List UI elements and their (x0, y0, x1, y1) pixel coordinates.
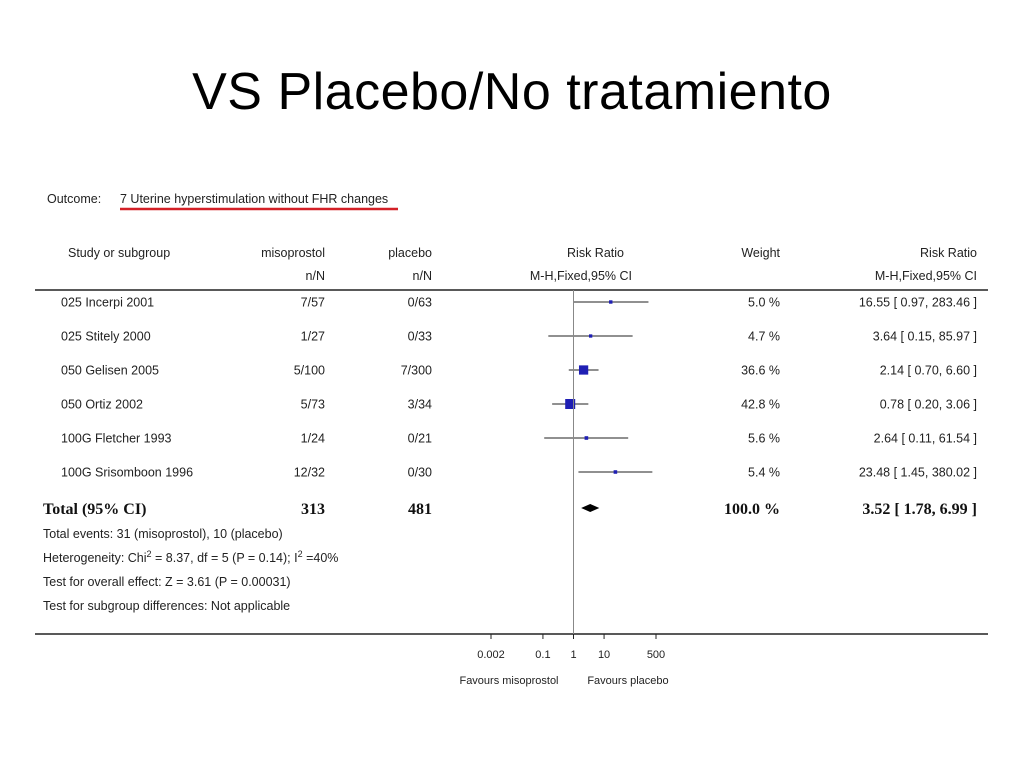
study-row: 100G Fletcher 1993 1/24 0/21 5.6 % 2.64 [ 0.… (61, 432, 977, 446)
study-row: 100G Srisomboon 1996 12/32 0/30 5.4 % 23.48 … (61, 466, 977, 480)
axis-tick-label: 500 (647, 649, 665, 661)
col-rr-text-header: Risk Ratio (920, 246, 977, 260)
col-study-header: Study or subgroup (68, 246, 170, 260)
study-ci-text: 0.78 [ 0.20, 3.06 ] (880, 398, 977, 412)
study-placebo: 3/34 (408, 398, 432, 412)
study-placebo: 0/21 (408, 432, 432, 446)
study-weight: 4.7 % (748, 330, 780, 344)
footnote-subgroup: Test for subgroup differences: Not appli… (43, 599, 290, 613)
col-placebo-subheader: n/N (413, 269, 432, 283)
favours-left-label: Favours misoprostol (459, 675, 558, 687)
study-miso: 1/27 (301, 330, 325, 344)
study-weight: 36.6 % (741, 364, 780, 378)
total-miso: 313 (301, 501, 325, 518)
x-axis: 0.002 0.1 1 10 500 (477, 634, 665, 661)
study-name: 025 Stitely 2000 (61, 330, 151, 344)
total-placebo: 481 (408, 501, 432, 518)
study-weight: 5.0 % (748, 296, 780, 310)
study-placebo: 0/30 (408, 466, 432, 480)
footnote-heterogeneity: Heterogeneity: Chi2 = 8.37, df = 5 (P = … (43, 549, 338, 565)
study-row: 050 Gelisen 2005 5/100 7/300 36.6 % 2.14 [ 0… (61, 364, 977, 378)
col-placebo-header: placebo (388, 246, 432, 260)
col-rr-text-subheader: M-H,Fixed,95% CI (875, 269, 977, 283)
col-rr-plot-subheader: M-H,Fixed,95% CI (530, 269, 632, 283)
study-miso: 12/32 (294, 466, 325, 480)
col-rr-plot-header: Risk Ratio (567, 246, 624, 260)
total-ci-text: 3.52 [ 1.78, 6.99 ] (862, 501, 977, 518)
study-ci-text: 2.14 [ 0.70, 6.60 ] (880, 364, 977, 378)
study-weight: 5.6 % (748, 432, 780, 446)
col-weight-header: Weight (741, 246, 780, 260)
effect-marker (578, 365, 589, 375)
effect-marker (613, 470, 618, 474)
favours-right-label: Favours placebo (587, 675, 668, 687)
study-miso: 5/100 (294, 364, 325, 378)
axis-tick-label: 0.002 (477, 649, 505, 661)
study-weight: 42.8 % (741, 398, 780, 412)
study-ci-text: 23.48 [ 1.45, 380.02 ] (859, 466, 977, 480)
col-miso-header: misoprostol (261, 246, 325, 260)
pooled-diamond (581, 504, 600, 512)
axis-tick-label: 10 (598, 649, 610, 661)
study-weight: 5.4 % (748, 466, 780, 480)
outcome-label: Outcome: (47, 192, 101, 206)
axis-tick-label: 1 (570, 649, 576, 661)
effect-marker (588, 334, 593, 338)
study-ci-text: 16.55 [ 0.97, 283.46 ] (859, 296, 977, 310)
study-name: 050 Ortiz 2002 (61, 398, 143, 412)
study-placebo: 0/33 (408, 330, 432, 344)
effect-marker (565, 399, 576, 409)
study-miso: 5/73 (301, 398, 325, 412)
col-miso-subheader: n/N (306, 269, 325, 283)
study-rows: 025 Incerpi 2001 7/57 0/63 5.0 % 16.55 [ 0.9… (61, 296, 977, 480)
effect-marker (584, 436, 589, 440)
axis-tick-label: 0.1 (535, 649, 550, 661)
total-label: Total (95% CI) (43, 501, 146, 518)
study-miso: 7/57 (301, 296, 325, 310)
outcome-text: 7 Uterine hyperstimulation without FHR c… (120, 192, 388, 206)
study-placebo: 0/63 (408, 296, 432, 310)
footnote-events: Total events: 31 (misoprostol), 10 (plac… (43, 527, 283, 541)
slide-title: VS Placebo/No tratamiento (192, 63, 832, 121)
study-miso: 1/24 (301, 432, 325, 446)
study-name: 100G Srisomboon 1996 (61, 466, 193, 480)
study-placebo: 7/300 (401, 364, 432, 378)
study-name: 050 Gelisen 2005 (61, 364, 159, 378)
study-name: 100G Fletcher 1993 (61, 432, 172, 446)
study-ci-text: 2.64 [ 0.11, 61.54 ] (874, 432, 977, 446)
total-weight: 100.0 % (724, 501, 780, 518)
study-ci-text: 3.64 [ 0.15, 85.97 ] (873, 330, 977, 344)
study-row: 025 Stitely 2000 1/27 0/33 4.7 % 3.64 [ 0.15… (61, 330, 977, 344)
study-row: 025 Incerpi 2001 7/57 0/63 5.0 % 16.55 [ 0.9… (61, 296, 977, 310)
study-name: 025 Incerpi 2001 (61, 296, 154, 310)
footnote-overall: Test for overall effect: Z = 3.61 (P = 0… (43, 575, 291, 589)
effect-marker (609, 300, 613, 304)
study-row: 050 Ortiz 2002 5/73 3/34 42.8 % 0.78 [ 0.20,… (61, 398, 977, 412)
